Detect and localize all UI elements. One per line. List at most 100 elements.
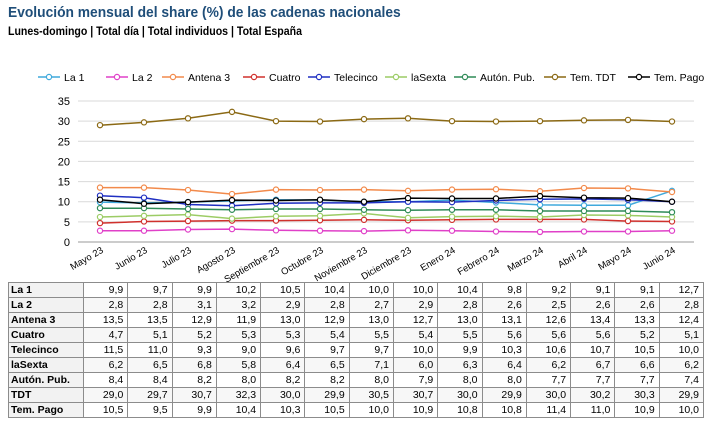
row-label: Telecinco — [8, 342, 84, 358]
data-point — [448, 206, 456, 213]
data-point — [228, 225, 236, 233]
data-table: La 1 9,9 9,7 9,9 10,2 10,5 10,4 10,0 10,0 10,4 9,8… — [8, 282, 705, 418]
data-point — [448, 227, 456, 234]
data-point — [228, 206, 236, 213]
legend-item: La 1 — [38, 72, 85, 84]
data-point — [96, 213, 104, 221]
table-cell: 8,2 — [304, 372, 350, 388]
data-point — [184, 198, 192, 206]
data-point — [96, 184, 104, 191]
table-cell: 10,0 — [392, 342, 439, 358]
x-tick-label: Junio 24 — [641, 245, 678, 272]
table-cell: 13,0 — [437, 312, 483, 328]
table-cell: 9,1 — [614, 282, 660, 298]
data-point — [184, 217, 192, 225]
data-point — [228, 215, 236, 222]
table-cell: 8,0 — [437, 372, 483, 388]
data-point — [140, 212, 148, 220]
y-axis: 0 5 10 15 20 25 30 35 — [58, 96, 70, 249]
table-cell: 5,1 — [658, 327, 705, 343]
table-cell: 10,0 — [658, 342, 705, 358]
table-cell: 8,0 — [348, 372, 394, 388]
data-point — [580, 228, 588, 235]
table-cell: 10,5 — [304, 402, 350, 418]
legend-marker — [169, 73, 177, 81]
data-point — [536, 201, 544, 209]
table-cell: 6,4 — [481, 357, 527, 373]
table-row: laSexta 6,2 6,5 6,8 5,8 6,4 6,5 7,1 6,0 6,3 6,4 6,2… — [8, 357, 705, 373]
data-point — [668, 118, 676, 125]
table-cell: 10,5 — [614, 342, 660, 358]
table-row: Autón. Pub. 8,4 8,4 8,2 8,0 8,2 8,2 8,0 7,9 8,0 8,… — [8, 372, 705, 388]
data-point — [184, 211, 192, 218]
table-cell: 7,7 — [525, 372, 572, 388]
data-point — [580, 194, 588, 201]
x-tick-label: Junio 23 — [113, 245, 150, 272]
table-cell: 5,3 — [215, 327, 262, 343]
table-cell: 11,9 — [215, 312, 262, 328]
data-point — [140, 184, 148, 191]
table-cell: 9,9 — [82, 282, 129, 298]
data-point — [668, 227, 676, 234]
legend-marker — [315, 73, 323, 81]
table-cell: 10,5 — [260, 282, 306, 298]
table-cell: 9,6 — [260, 342, 306, 358]
table-cell: 29,7 — [127, 387, 173, 403]
chart-legend: La 1 La 2 Antena 3 Cuatro Telecinco laSexta Au… — [38, 72, 704, 84]
legend-item: Tem. Pago — [628, 72, 704, 84]
data-point — [624, 116, 632, 124]
series-line — [99, 194, 673, 207]
table-cell: 12,7 — [392, 312, 439, 328]
table-row: Antena 3 13,5 13,5 12,9 11,9 13,0 12,9 13,0 12,7… — [8, 312, 705, 328]
table-cell: 7,7 — [570, 372, 616, 388]
data-point — [492, 118, 500, 125]
data-point — [448, 213, 456, 220]
table-row: Telecinco 11,5 11,0 9,3 9,0 9,6 9,7 9,7 10,0 9,9 1… — [8, 342, 705, 358]
legend-label: Cuatro — [269, 72, 301, 84]
data-point — [624, 207, 632, 215]
data-point — [184, 226, 192, 233]
legend-label: Telecinco — [334, 72, 378, 84]
table-cell: 9,9 — [171, 402, 217, 418]
row-label: TDT — [8, 387, 84, 403]
x-tick-label: Julio 23 — [160, 245, 194, 271]
x-tick-label: Abril 24 — [556, 245, 589, 271]
table-cell: 5,4 — [304, 327, 350, 343]
data-point — [272, 227, 280, 234]
data-point — [228, 196, 236, 204]
table-row: TDT 29,0 29,7 30,7 32,3 30,0 29,9 30,5 30,7 30,0 2… — [8, 387, 705, 403]
table-cell: 8,2 — [171, 372, 217, 388]
table-cell: 10,4 — [215, 402, 262, 418]
legend-marker — [461, 73, 469, 81]
data-point — [228, 108, 236, 116]
table-cell: 5,6 — [481, 327, 527, 343]
table-cell: 5,6 — [570, 327, 616, 343]
table-cell: 2,8 — [437, 297, 483, 313]
data-point — [360, 115, 368, 123]
table-cell: 10,9 — [392, 402, 439, 418]
table-cell: 10,0 — [658, 402, 705, 418]
data-point — [624, 202, 632, 209]
data-point — [404, 206, 412, 214]
table-cell: 29,9 — [304, 387, 350, 403]
table-cell: 12,4 — [658, 312, 705, 328]
series-line — [99, 218, 673, 224]
legend-item: Telecinco — [308, 72, 378, 84]
data-point — [96, 204, 104, 212]
series-line — [100, 228, 673, 233]
data-point — [580, 202, 588, 209]
data-point — [624, 194, 632, 202]
table-cell: 8,4 — [82, 372, 129, 388]
row-label: Antena 3 — [8, 312, 84, 328]
table-cell: 30,7 — [392, 387, 439, 403]
table-cell: 7,4 — [658, 372, 705, 388]
table-cell: 13,3 — [614, 312, 660, 328]
data-point — [668, 198, 676, 205]
table-cell: 30,3 — [614, 387, 660, 403]
table-cell: 5,3 — [260, 327, 306, 343]
row-label: La 1 — [8, 282, 84, 298]
data-point — [316, 196, 324, 203]
table-cell: 5,5 — [437, 327, 483, 343]
table-cell: 8,0 — [215, 372, 262, 388]
table-cell: 6,0 — [392, 357, 439, 373]
